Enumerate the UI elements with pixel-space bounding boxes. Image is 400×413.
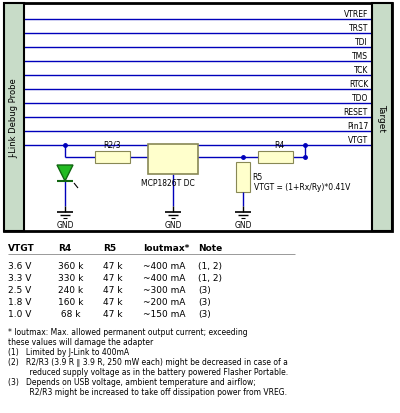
Text: 68 k: 68 k — [58, 309, 80, 318]
Text: (3)   Depends on USB voltage, ambient temperature and airflow;: (3) Depends on USB voltage, ambient temp… — [8, 377, 256, 386]
Bar — [372, 4, 392, 231]
Text: (1, 2): (1, 2) — [198, 273, 222, 282]
Text: RTCK: RTCK — [349, 80, 368, 89]
Text: reduced supply voltage as in the battery powered Flasher Portable.: reduced supply voltage as in the battery… — [8, 367, 288, 376]
Text: 160 k: 160 k — [58, 297, 83, 306]
Text: (1)   Limited by J-Link to 400mA: (1) Limited by J-Link to 400mA — [8, 347, 129, 356]
Text: R5: R5 — [103, 243, 116, 252]
Text: VTREF: VTREF — [344, 10, 368, 19]
Bar — [4, 4, 24, 231]
Text: ~200 mA: ~200 mA — [143, 297, 185, 306]
Text: 47 k: 47 k — [103, 309, 122, 318]
Text: R2/R3 might be increased to take off dissipation power from VREG.: R2/R3 might be increased to take off dis… — [8, 387, 287, 396]
Text: 240 k: 240 k — [58, 285, 83, 294]
Text: Target: Target — [378, 104, 386, 132]
Text: (3): (3) — [198, 297, 211, 306]
Text: TDI: TDI — [355, 38, 368, 47]
Text: MCP1826T DC: MCP1826T DC — [141, 179, 195, 188]
Text: 47 k: 47 k — [103, 261, 122, 271]
Text: ~150 mA: ~150 mA — [143, 309, 186, 318]
Text: TRST: TRST — [349, 24, 368, 33]
Text: GND: GND — [164, 221, 182, 230]
Text: Ioutmax*: Ioutmax* — [143, 243, 189, 252]
Text: Pin17: Pin17 — [347, 122, 368, 131]
Bar — [236, 163, 250, 192]
Text: (1, 2): (1, 2) — [198, 261, 222, 271]
Text: 360 k: 360 k — [58, 261, 83, 271]
Text: 3.6 V: 3.6 V — [8, 261, 31, 271]
Text: 1.8 V: 1.8 V — [8, 297, 31, 306]
Text: 2.5 V: 2.5 V — [8, 285, 31, 294]
Text: Note: Note — [198, 243, 222, 252]
Text: TCK: TCK — [354, 66, 368, 75]
Text: 47 k: 47 k — [103, 273, 122, 282]
Text: ~400 mA: ~400 mA — [143, 261, 185, 271]
Bar — [258, 152, 293, 164]
Text: RESET: RESET — [344, 108, 368, 117]
Text: ~400 mA: ~400 mA — [143, 273, 185, 282]
Text: 330 k: 330 k — [58, 273, 83, 282]
Text: VTGT = (1+Rx/Ry)*0.41V: VTGT = (1+Rx/Ry)*0.41V — [254, 183, 350, 192]
Text: these values will damage the adapter: these values will damage the adapter — [8, 337, 153, 346]
Text: VTGT: VTGT — [8, 243, 35, 252]
Text: (3): (3) — [198, 285, 211, 294]
Text: R4: R4 — [58, 243, 71, 252]
Bar — [95, 152, 130, 164]
Text: * Ioutmax: Max. allowed permanent output current; exceeding: * Ioutmax: Max. allowed permanent output… — [8, 327, 248, 336]
Text: GND: GND — [234, 221, 252, 230]
Text: 3.3 V: 3.3 V — [8, 273, 31, 282]
Bar — [148, 145, 198, 175]
Text: 1.0 V: 1.0 V — [8, 309, 31, 318]
Text: R2/3: R2/3 — [104, 141, 121, 150]
Bar — [4, 4, 392, 231]
Text: (2)   R2/R3 (3.9 R ∥ 3.9 R, 250 mW each) might be decreased in case of a: (2) R2/R3 (3.9 R ∥ 3.9 R, 250 mW each) m… — [8, 357, 288, 366]
Text: R4: R4 — [274, 141, 285, 150]
Text: R5: R5 — [252, 173, 262, 182]
Text: TMS: TMS — [352, 52, 368, 61]
Text: TDO: TDO — [352, 94, 368, 103]
Text: ~300 mA: ~300 mA — [143, 285, 186, 294]
Text: 47 k: 47 k — [103, 285, 122, 294]
Text: VREG: VREG — [156, 154, 190, 165]
Text: J-Link Debug Probe: J-Link Debug Probe — [10, 78, 18, 157]
Text: GND: GND — [56, 221, 74, 230]
Text: VTGT: VTGT — [348, 136, 368, 145]
Text: 47 k: 47 k — [103, 297, 122, 306]
Text: (3): (3) — [198, 309, 211, 318]
Polygon shape — [57, 166, 73, 182]
